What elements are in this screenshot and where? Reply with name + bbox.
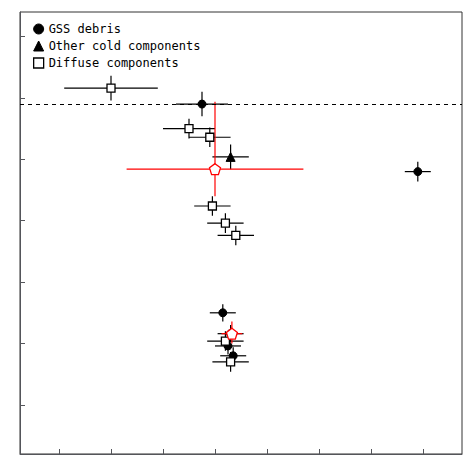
svg-text:Other cold components: Other cold components: [49, 39, 201, 53]
svg-text:GSS debris: GSS debris: [49, 22, 121, 36]
svg-text:Diffuse components: Diffuse components: [49, 56, 179, 70]
